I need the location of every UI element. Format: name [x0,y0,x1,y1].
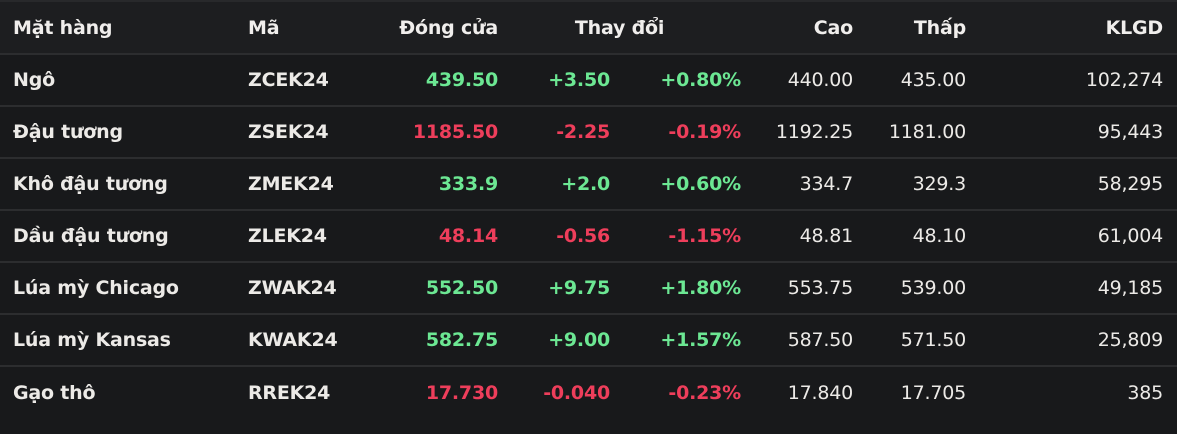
change-percent: +1.57% [660,329,742,351]
low-price: 435.00 [900,69,967,91]
close-price: 582.75 [425,329,498,351]
contract-code: ZWAK24 [248,277,337,299]
commodity-name: Khô đậu tương [13,173,168,195]
volume: 61,004 [1097,225,1164,247]
table-row[interactable]: Dầu đậu tương ZLEK24 48.14 -0.56 -1.15% … [0,210,1177,262]
change-percent: -0.19% [668,121,742,143]
header-volume: KLGD [1105,16,1164,39]
header-change: Thay đổi [574,16,665,39]
change-value: +9.00 [548,329,610,351]
volume: 102,274 [1085,69,1164,91]
header-high: Cao [813,16,854,39]
table-row[interactable]: Khô đậu tương ZMEK24 333.9 +2.0 +0.60% 3… [0,158,1177,210]
volume: 25,809 [1097,329,1164,351]
header-close: Đóng cửa [399,16,498,39]
high-price: 48.81 [799,225,854,247]
volume: 49,185 [1097,277,1164,299]
high-price: 553.75 [787,277,854,299]
change-percent: -1.15% [668,225,742,247]
contract-code: ZLEK24 [248,225,327,247]
change-value: +9.75 [548,277,610,299]
close-price: 17.730 [425,381,498,404]
commodity-name: Ngô [13,69,55,91]
commodity-name: Đậu tương [13,121,123,143]
commodity-name: Dầu đậu tương [13,225,169,247]
contract-code: ZMEK24 [248,173,334,195]
change-value: -0.040 [543,381,610,404]
table-row[interactable]: Gạo thô RREK24 17.730 -0.040 -0.23% 17.8… [0,366,1177,418]
close-price: 552.50 [425,277,498,299]
header-commodity: Mặt hàng [13,16,113,39]
low-price: 48.10 [912,225,967,247]
close-price: 1185.50 [412,121,498,143]
change-value: +2.0 [561,173,610,195]
contract-code: ZSEK24 [248,121,329,143]
table-body: Ngô ZCEK24 439.50 +3.50 +0.80% 440.00 43… [0,54,1177,418]
header-low: Thấp [913,16,967,39]
volume: 58,295 [1097,173,1164,195]
close-price: 333.9 [438,173,498,195]
low-price: 539.00 [900,277,967,299]
volume: 385 [1127,381,1164,404]
contract-code: ZCEK24 [248,69,329,91]
contract-code: RREK24 [248,381,331,404]
low-price: 1181.00 [888,121,967,143]
table-row[interactable]: Lúa mỳ Chicago ZWAK24 552.50 +9.75 +1.80… [0,262,1177,314]
high-price: 334.7 [799,173,854,195]
change-percent: +1.80% [660,277,742,299]
table-header-row: Mặt hàng Mã Đóng cửa Thay đổi Cao Thấp K… [0,2,1177,54]
change-percent: +0.80% [660,69,742,91]
high-price: 440.00 [787,69,854,91]
commodity-name: Lúa mỳ Chicago [13,277,179,299]
commodity-name: Gạo thô [13,381,96,404]
high-price: 1192.25 [775,121,854,143]
low-price: 329.3 [912,173,967,195]
low-price: 17.705 [900,381,967,404]
high-price: 17.840 [787,381,854,404]
close-price: 48.14 [438,225,498,247]
futures-price-table: Mặt hàng Mã Đóng cửa Thay đổi Cao Thấp K… [0,2,1177,418]
volume: 95,443 [1097,121,1164,143]
change-value: -2.25 [556,121,610,143]
contract-code: KWAK24 [248,329,338,351]
table-row[interactable]: Lúa mỳ Kansas KWAK24 582.75 +9.00 +1.57%… [0,314,1177,366]
change-value: +3.50 [548,69,610,91]
table-row[interactable]: Đậu tương ZSEK24 1185.50 -2.25 -0.19% 11… [0,106,1177,158]
low-price: 571.50 [900,329,967,351]
change-value: -0.56 [556,225,610,247]
header-code: Mã [248,16,280,39]
commodity-name: Lúa mỳ Kansas [13,329,171,351]
change-percent: +0.60% [660,173,742,195]
close-price: 439.50 [425,69,498,91]
high-price: 587.50 [787,329,854,351]
change-percent: -0.23% [668,381,742,404]
table-row[interactable]: Ngô ZCEK24 439.50 +3.50 +0.80% 440.00 43… [0,54,1177,106]
